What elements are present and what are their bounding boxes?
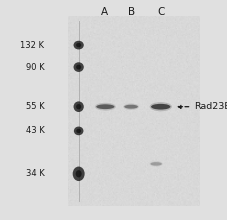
Ellipse shape xyxy=(150,162,161,166)
Ellipse shape xyxy=(76,43,81,47)
Ellipse shape xyxy=(73,101,83,112)
Ellipse shape xyxy=(72,167,84,181)
Text: 132 K: 132 K xyxy=(20,41,44,50)
Ellipse shape xyxy=(149,102,171,111)
Bar xyxy=(68,16,199,206)
Text: 55 K: 55 K xyxy=(26,102,44,111)
Text: A: A xyxy=(101,7,108,17)
Text: 43 K: 43 K xyxy=(26,126,44,135)
Ellipse shape xyxy=(74,126,83,135)
Ellipse shape xyxy=(73,41,83,50)
Ellipse shape xyxy=(123,104,138,110)
Ellipse shape xyxy=(76,104,81,109)
Ellipse shape xyxy=(76,65,81,70)
Ellipse shape xyxy=(96,104,114,109)
Text: 34 K: 34 K xyxy=(26,169,44,178)
Ellipse shape xyxy=(149,161,162,167)
Ellipse shape xyxy=(76,129,81,133)
Text: 90 K: 90 K xyxy=(26,63,44,72)
Ellipse shape xyxy=(73,62,83,72)
Ellipse shape xyxy=(75,170,81,177)
Ellipse shape xyxy=(150,104,170,110)
Text: B: B xyxy=(127,7,134,17)
Text: Rad23B: Rad23B xyxy=(193,102,227,111)
Text: C: C xyxy=(156,7,164,17)
Ellipse shape xyxy=(124,105,137,109)
Ellipse shape xyxy=(94,103,115,111)
